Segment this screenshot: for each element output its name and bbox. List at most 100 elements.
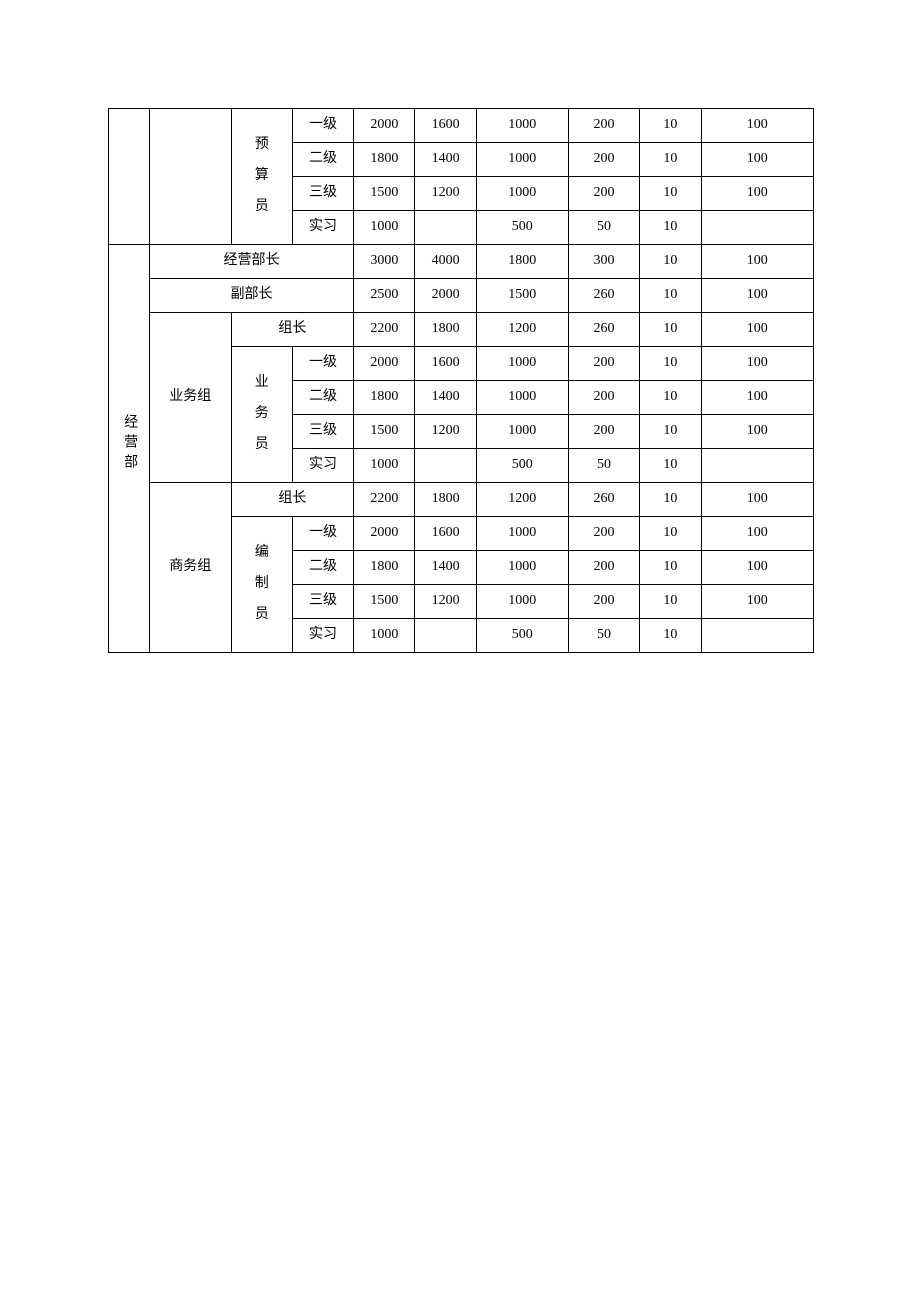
value-cell: 1000	[476, 143, 568, 177]
value-cell: 1000	[476, 177, 568, 211]
value-cell: 200	[568, 517, 640, 551]
value-cell: 10	[640, 347, 701, 381]
role-label: 预算员	[255, 130, 269, 222]
value-cell: 10	[640, 109, 701, 143]
value-cell: 10	[640, 585, 701, 619]
value-cell: 200	[568, 109, 640, 143]
value-cell: 1800	[476, 245, 568, 279]
value-cell: 1600	[415, 517, 476, 551]
value-cell: 260	[568, 313, 640, 347]
value-cell	[415, 211, 476, 245]
value-cell: 1000	[476, 415, 568, 449]
level-cell: 二级	[292, 381, 353, 415]
level-cell: 一级	[292, 109, 353, 143]
value-cell: 1000	[476, 381, 568, 415]
value-cell: 1500	[476, 279, 568, 313]
value-cell: 260	[568, 483, 640, 517]
salary-table: 预算员 一级 2000 1600 1000 200 10 100 二级 1800…	[108, 108, 814, 653]
table-row: 业务组 组长 2200 1800 1200 260 10 100	[109, 313, 814, 347]
value-cell: 200	[568, 177, 640, 211]
value-cell: 200	[568, 585, 640, 619]
value-cell: 200	[568, 143, 640, 177]
value-cell: 1000	[476, 347, 568, 381]
value-cell: 1400	[415, 143, 476, 177]
value-cell: 260	[568, 279, 640, 313]
value-cell: 1000	[354, 619, 415, 653]
value-cell: 1000	[476, 517, 568, 551]
value-cell: 300	[568, 245, 640, 279]
value-cell: 10	[640, 449, 701, 483]
level-cell: 实习	[292, 211, 353, 245]
value-cell: 1500	[354, 177, 415, 211]
value-cell: 2200	[354, 483, 415, 517]
value-cell: 100	[701, 279, 813, 313]
value-cell: 200	[568, 381, 640, 415]
level-cell: 一级	[292, 517, 353, 551]
value-cell: 200	[568, 551, 640, 585]
value-cell: 1400	[415, 551, 476, 585]
blank-cell	[149, 109, 231, 245]
value-cell: 10	[640, 143, 701, 177]
level-cell: 三级	[292, 585, 353, 619]
level-cell: 二级	[292, 551, 353, 585]
value-cell: 2000	[354, 109, 415, 143]
value-cell: 100	[701, 585, 813, 619]
value-cell: 10	[640, 517, 701, 551]
role-cell: 编制员	[231, 517, 292, 653]
value-cell: 2000	[354, 517, 415, 551]
group-cell: 业务组	[149, 313, 231, 483]
level-cell: 一级	[292, 347, 353, 381]
value-cell	[415, 449, 476, 483]
blank-cell	[109, 109, 150, 245]
value-cell: 2000	[415, 279, 476, 313]
value-cell: 100	[701, 551, 813, 585]
value-cell: 1000	[476, 109, 568, 143]
level-cell: 二级	[292, 143, 353, 177]
group-cell: 商务组	[149, 483, 231, 653]
value-cell: 50	[568, 449, 640, 483]
value-cell: 200	[568, 415, 640, 449]
table-row: 商务组 组长 2200 1800 1200 260 10 100	[109, 483, 814, 517]
table-row: 预算员 一级 2000 1600 1000 200 10 100	[109, 109, 814, 143]
value-cell: 1800	[415, 313, 476, 347]
role-label: 编制员	[255, 538, 269, 630]
role-label: 业务员	[255, 368, 269, 460]
value-cell: 2200	[354, 313, 415, 347]
value-cell: 500	[476, 211, 568, 245]
value-cell: 1600	[415, 347, 476, 381]
value-cell: 1500	[354, 415, 415, 449]
value-cell: 1000	[354, 211, 415, 245]
value-cell: 1600	[415, 109, 476, 143]
value-cell: 10	[640, 415, 701, 449]
title-cell: 副部长	[149, 279, 353, 313]
dept-label: 经营部	[118, 414, 140, 474]
value-cell: 10	[640, 483, 701, 517]
value-cell: 1400	[415, 381, 476, 415]
level-cell: 实习	[292, 449, 353, 483]
value-cell: 100	[701, 381, 813, 415]
value-cell: 1200	[415, 415, 476, 449]
value-cell: 1000	[354, 449, 415, 483]
value-cell: 1200	[415, 177, 476, 211]
dept-cell: 经营部	[109, 245, 150, 653]
value-cell: 100	[701, 109, 813, 143]
title-cell: 组长	[231, 483, 354, 517]
title-cell: 经营部长	[149, 245, 353, 279]
value-cell: 10	[640, 211, 701, 245]
value-cell: 1000	[476, 585, 568, 619]
value-cell: 10	[640, 177, 701, 211]
value-cell: 10	[640, 313, 701, 347]
value-cell: 10	[640, 551, 701, 585]
value-cell: 1800	[354, 381, 415, 415]
value-cell: 100	[701, 143, 813, 177]
value-cell: 10	[640, 279, 701, 313]
value-cell: 500	[476, 619, 568, 653]
level-cell: 实习	[292, 619, 353, 653]
table-row: 副部长 2500 2000 1500 260 10 100	[109, 279, 814, 313]
value-cell: 100	[701, 313, 813, 347]
value-cell	[415, 619, 476, 653]
title-cell: 组长	[231, 313, 354, 347]
value-cell	[701, 211, 813, 245]
value-cell: 50	[568, 619, 640, 653]
level-cell: 三级	[292, 177, 353, 211]
